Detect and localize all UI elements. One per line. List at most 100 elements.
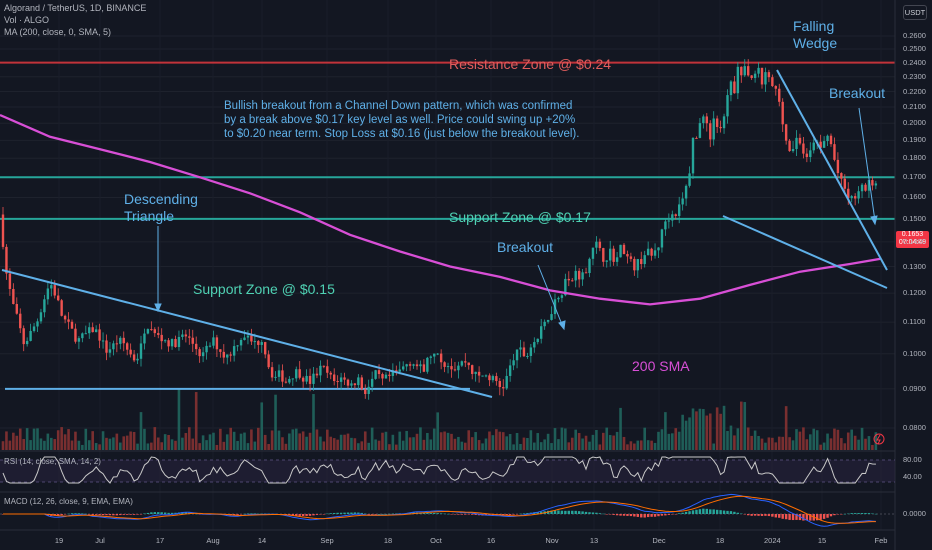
volume-bar bbox=[484, 438, 488, 450]
candle-body bbox=[384, 374, 388, 379]
candle-body bbox=[39, 312, 43, 322]
volume-bar bbox=[77, 440, 81, 450]
macd-histogram-bar bbox=[122, 514, 125, 515]
candle-body bbox=[653, 250, 657, 256]
candle-body bbox=[170, 339, 174, 347]
macd-histogram-bar bbox=[691, 510, 695, 514]
candle-body bbox=[22, 328, 25, 345]
volume-bar bbox=[743, 402, 747, 450]
volume-bar bbox=[115, 433, 119, 450]
candle-body bbox=[350, 383, 353, 386]
price-axis-tick: 0.1800 bbox=[903, 153, 926, 163]
macd-histogram-bar bbox=[826, 514, 829, 518]
macd-histogram-bar bbox=[377, 513, 381, 515]
volume-bar bbox=[125, 435, 129, 450]
candle-body bbox=[605, 260, 608, 262]
rsi-indicator-label[interactable]: RSI (14, close, SMA, 14, 2) bbox=[4, 457, 101, 466]
macd-histogram-bar bbox=[791, 514, 795, 521]
macd-histogram-bar bbox=[850, 513, 853, 514]
last-price-badge: 0.1653 07:04:49 bbox=[896, 231, 929, 248]
macd-histogram-bar bbox=[132, 514, 136, 515]
volume-bar bbox=[498, 431, 502, 450]
candle-body bbox=[495, 376, 498, 382]
candle-body bbox=[188, 336, 191, 338]
volume-bar bbox=[401, 440, 405, 450]
candle-body bbox=[550, 314, 553, 320]
macd-histogram-bar bbox=[681, 512, 684, 514]
volume-bar bbox=[608, 435, 612, 450]
candle-body bbox=[491, 376, 495, 381]
candle-body bbox=[471, 365, 474, 374]
volume-bar bbox=[408, 437, 412, 450]
candle-body bbox=[326, 366, 329, 373]
macd-histogram-bar bbox=[329, 513, 332, 514]
macd-histogram-bar bbox=[540, 511, 543, 514]
macd-histogram-bar bbox=[257, 513, 260, 515]
candle-body bbox=[426, 357, 429, 372]
volume-bar bbox=[546, 433, 550, 450]
volume-bar bbox=[156, 437, 160, 450]
macd-histogram-bar bbox=[450, 514, 453, 515]
candle-body bbox=[388, 374, 391, 376]
volume-bar bbox=[567, 442, 571, 450]
volume-bar bbox=[129, 431, 132, 450]
macd-histogram-bar bbox=[308, 514, 312, 516]
idea-text-line-2: by a break above $0.17 key level as well… bbox=[224, 114, 576, 126]
macd-indicator-label[interactable]: MACD (12, 26, close, 9, EMA, EMA) bbox=[4, 497, 133, 506]
volume-bar bbox=[729, 425, 733, 450]
candle-body bbox=[370, 378, 374, 387]
volume-bar bbox=[602, 432, 605, 450]
candle-body bbox=[132, 354, 136, 361]
volume-bar bbox=[270, 430, 274, 450]
macd-histogram-bar bbox=[867, 513, 871, 514]
macd-histogram-bar bbox=[439, 513, 443, 514]
candle-body bbox=[774, 86, 777, 89]
candle-body bbox=[32, 326, 36, 331]
volume-bar bbox=[94, 443, 98, 450]
macd-histogram-bar bbox=[422, 512, 426, 514]
volume-bar bbox=[639, 440, 643, 450]
candle-body bbox=[502, 387, 505, 389]
volume-bar bbox=[491, 435, 495, 450]
candle-body bbox=[208, 345, 212, 347]
symbol-title[interactable]: Algorand / TetherUS, 1D, BINANCE bbox=[4, 3, 147, 13]
volume-bar bbox=[564, 428, 567, 450]
macd-histogram-bar bbox=[232, 514, 236, 516]
volume-bar bbox=[522, 437, 526, 450]
volume-bar bbox=[277, 430, 281, 450]
support-zone-017-label: Support Zone @ $0.17 bbox=[449, 209, 591, 225]
candle-body bbox=[733, 81, 736, 94]
candle-body bbox=[512, 360, 515, 366]
currency-button[interactable]: USDT bbox=[903, 5, 927, 20]
macd-histogram-bar bbox=[684, 511, 688, 514]
candle-body bbox=[798, 137, 802, 144]
macd-histogram-bar bbox=[577, 511, 581, 514]
volume-indicator-label[interactable]: Vol · ALGO bbox=[4, 15, 50, 25]
countdown-timer: 07:04:49 bbox=[898, 239, 927, 246]
macd-histogram-bar bbox=[757, 514, 760, 516]
ma-indicator-label[interactable]: MA (200, close, 0, SMA, 5) bbox=[4, 27, 112, 37]
candle-body bbox=[288, 378, 291, 383]
candle-body bbox=[636, 259, 639, 271]
candle-body bbox=[122, 337, 125, 344]
price-axis-tick: 0.2200 bbox=[903, 86, 926, 96]
candle-body bbox=[691, 137, 695, 174]
volume-bar bbox=[450, 433, 453, 450]
candle-body bbox=[867, 180, 871, 191]
volume-bar bbox=[636, 440, 640, 450]
macd-histogram-bar bbox=[108, 514, 112, 516]
macd-histogram-bar bbox=[367, 514, 370, 515]
macd-histogram-bar bbox=[436, 513, 439, 514]
volume-bar bbox=[1, 441, 5, 450]
macd-histogram-bar bbox=[840, 514, 843, 515]
candle-body bbox=[712, 118, 715, 140]
candle-body bbox=[753, 73, 757, 79]
macd-histogram-bar bbox=[836, 514, 840, 515]
macd-histogram-bar bbox=[91, 514, 94, 515]
macd-histogram-bar bbox=[829, 514, 833, 517]
macd-histogram-bar bbox=[60, 514, 63, 516]
volume-bar bbox=[419, 427, 422, 450]
candle-body bbox=[108, 349, 112, 353]
macd-histogram-bar bbox=[871, 513, 874, 514]
